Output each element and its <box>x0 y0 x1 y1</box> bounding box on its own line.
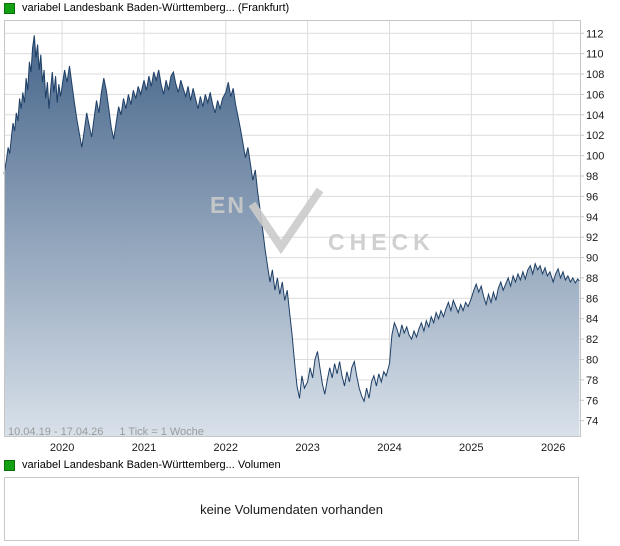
y-axis-label: 108 <box>586 69 604 81</box>
price-area <box>4 35 580 438</box>
watermark: EN CHECK <box>210 187 435 255</box>
y-axis-label: 78 <box>586 375 598 387</box>
instrument-color-icon <box>4 2 15 14</box>
y-axis-label: 82 <box>586 334 598 346</box>
y-axis-label: 84 <box>586 314 598 326</box>
y-axis-label: 90 <box>586 253 598 265</box>
x-axis-label: 2020 <box>50 442 74 454</box>
y-axis-label: 80 <box>586 355 598 367</box>
volume-color-icon <box>4 459 15 471</box>
chart-layers <box>3 20 581 438</box>
volume-empty-message: keine Volumendaten vorhanden <box>200 501 383 517</box>
plot-border <box>4 20 581 437</box>
y-axis-label: 106 <box>586 89 604 101</box>
price-chart-header: variabel Landesbank Baden-Württemberg...… <box>4 2 289 14</box>
price-line <box>3 35 580 403</box>
tick-interval-label: 1 Tick = 1 Woche <box>119 426 204 438</box>
y-axis-label: 76 <box>586 395 598 407</box>
y-axis-label: 104 <box>586 110 604 122</box>
y-axis-label: 102 <box>586 130 604 142</box>
chart-axis-labels: 74 76 78 80 82 84 86 88 90 92 94 96 98 100 102 104 106 10… <box>50 28 605 454</box>
x-axis-label: 2026 <box>541 442 565 454</box>
y-axis-label: 92 <box>586 232 598 244</box>
y-axis-label: 88 <box>586 273 598 285</box>
y-axis-label: 110 <box>586 49 604 61</box>
date-range-label: 10.04.19 - 17.04.26 <box>8 426 104 438</box>
y-axis-label: 98 <box>586 171 598 183</box>
watermark-text-left: EN <box>210 192 246 218</box>
watermark-text-right: CHECK <box>328 229 435 255</box>
y-axis-label: 112 <box>586 28 604 40</box>
chart-footer: 10.04.19 - 17.04.26 1 Tick = 1 Woche <box>8 426 204 438</box>
y-axis-label: 100 <box>586 151 604 163</box>
volume-chart-title: variabel Landesbank Baden-Württemberg...… <box>22 459 281 471</box>
x-axis-label: 2025 <box>459 442 483 454</box>
y-axis-label: 94 <box>586 212 598 224</box>
x-axis-label: 2022 <box>214 442 238 454</box>
price-chart-canvas: EN CHECK 74 76 78 80 82 84 86 88 90 92 94 96 98 100 10… <box>3 20 605 454</box>
volume-empty-box: keine Volumendaten vorhanden <box>4 477 579 541</box>
volume-chart-header: variabel Landesbank Baden-Württemberg...… <box>4 459 281 471</box>
y-axis-label: 96 <box>586 191 598 203</box>
x-axis-label: 2024 <box>377 442 401 454</box>
watermark-check-icon <box>248 187 324 255</box>
y-axis-label: 74 <box>586 416 598 428</box>
x-axis-label: 2023 <box>295 442 319 454</box>
x-axis-label: 2021 <box>132 442 156 454</box>
price-chart-title: variabel Landesbank Baden-Württemberg...… <box>22 2 290 14</box>
y-axis-label: 86 <box>586 293 598 305</box>
